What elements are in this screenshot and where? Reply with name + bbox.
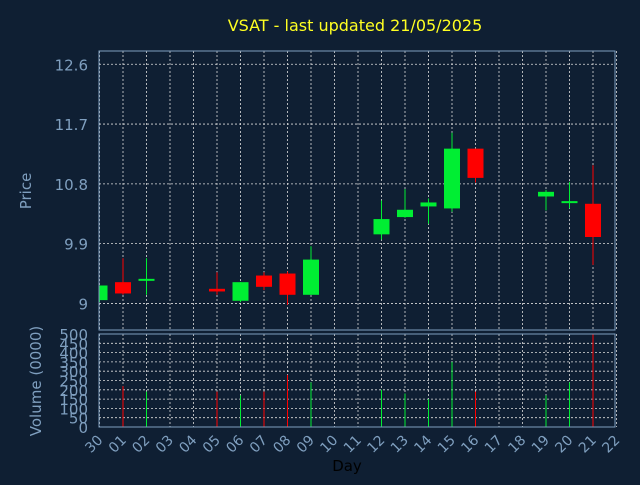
price-gridlines — [99, 51, 617, 330]
candle-body — [256, 275, 272, 287]
x-tick-label: 04 — [176, 432, 200, 456]
volume-tick-label: 300 — [59, 363, 88, 381]
x-tick-label: 20 — [552, 433, 576, 457]
x-tick-label: 14 — [411, 432, 435, 456]
x-tick-label: 10 — [317, 433, 341, 457]
x-tick-label: 05 — [200, 433, 224, 457]
candle-body — [209, 288, 225, 292]
volume-gridlines — [99, 333, 617, 428]
x-tick-label: 18 — [505, 433, 529, 457]
x-tick-label: 03 — [153, 433, 177, 457]
volume-tick-label: 250 — [59, 373, 88, 391]
x-tick-label: 17 — [482, 433, 506, 457]
x-tick-label: 21 — [576, 433, 600, 457]
x-tick-label: 12 — [364, 433, 388, 457]
volume-tick-label: 200 — [59, 382, 88, 400]
chart-title: VSAT - last updated 21/05/2025 — [228, 16, 483, 35]
price-tick-label: 11.7 — [55, 116, 88, 134]
x-tick-label: 02 — [129, 433, 153, 457]
price-tick-label: 9.9 — [64, 236, 88, 254]
x-axis-label: Day — [332, 457, 362, 475]
candle-body — [585, 203, 601, 237]
axis-ticks: 30 01 02 03 04 05 06 07 08 09 10 11 12 13 14 15 16 17 18 19… — [55, 56, 624, 456]
volume-tick-label: 0 — [78, 419, 88, 437]
volume-tick-label: 100 — [59, 400, 88, 418]
candlestick-series — [99, 132, 601, 305]
candle-body — [444, 148, 460, 209]
x-tick-label: 07 — [247, 433, 271, 457]
candle-body — [397, 209, 413, 218]
candle-body — [115, 282, 131, 294]
x-tick-label: 06 — [223, 432, 247, 456]
volume-tick-label: 450 — [59, 335, 88, 353]
volume-tick-label: 500 — [59, 326, 88, 344]
x-tick-label: 16 — [458, 432, 482, 456]
candle-body — [279, 273, 296, 295]
candle-body — [99, 285, 108, 301]
price-tick-label: 9 — [78, 295, 88, 313]
volume-tick-label: 50 — [69, 410, 88, 428]
candle-body — [561, 201, 578, 204]
candle-body — [538, 191, 554, 197]
x-tick-label: 13 — [388, 433, 412, 457]
price-panel-frame — [98, 50, 616, 331]
volume-panel-frame — [98, 333, 616, 428]
price-axis-label: Price — [17, 173, 35, 210]
x-tick-label: 09 — [294, 433, 318, 457]
x-tick-label: 01 — [106, 433, 130, 457]
candle-body — [467, 148, 484, 178]
x-tick-label: 19 — [529, 433, 553, 457]
x-tick-label: 11 — [341, 433, 365, 457]
candle-body — [373, 219, 390, 235]
candle-body — [303, 259, 319, 295]
volume-tick-label: 350 — [59, 354, 88, 372]
volume-tick-label: 150 — [59, 391, 88, 409]
volume-series — [122, 334, 594, 427]
candle-body — [420, 202, 437, 207]
price-tick-label: 12.6 — [55, 56, 88, 74]
volume-axis-label: Volume (0000) — [27, 326, 45, 436]
x-tick-label: 22 — [599, 433, 623, 457]
x-tick-label: 08 — [270, 433, 294, 457]
volume-tick-label: 400 — [59, 345, 88, 363]
candle-body — [232, 282, 249, 301]
candle-body — [138, 278, 155, 281]
x-tick-label: 15 — [435, 433, 459, 457]
price-tick-label: 10.8 — [55, 176, 88, 194]
